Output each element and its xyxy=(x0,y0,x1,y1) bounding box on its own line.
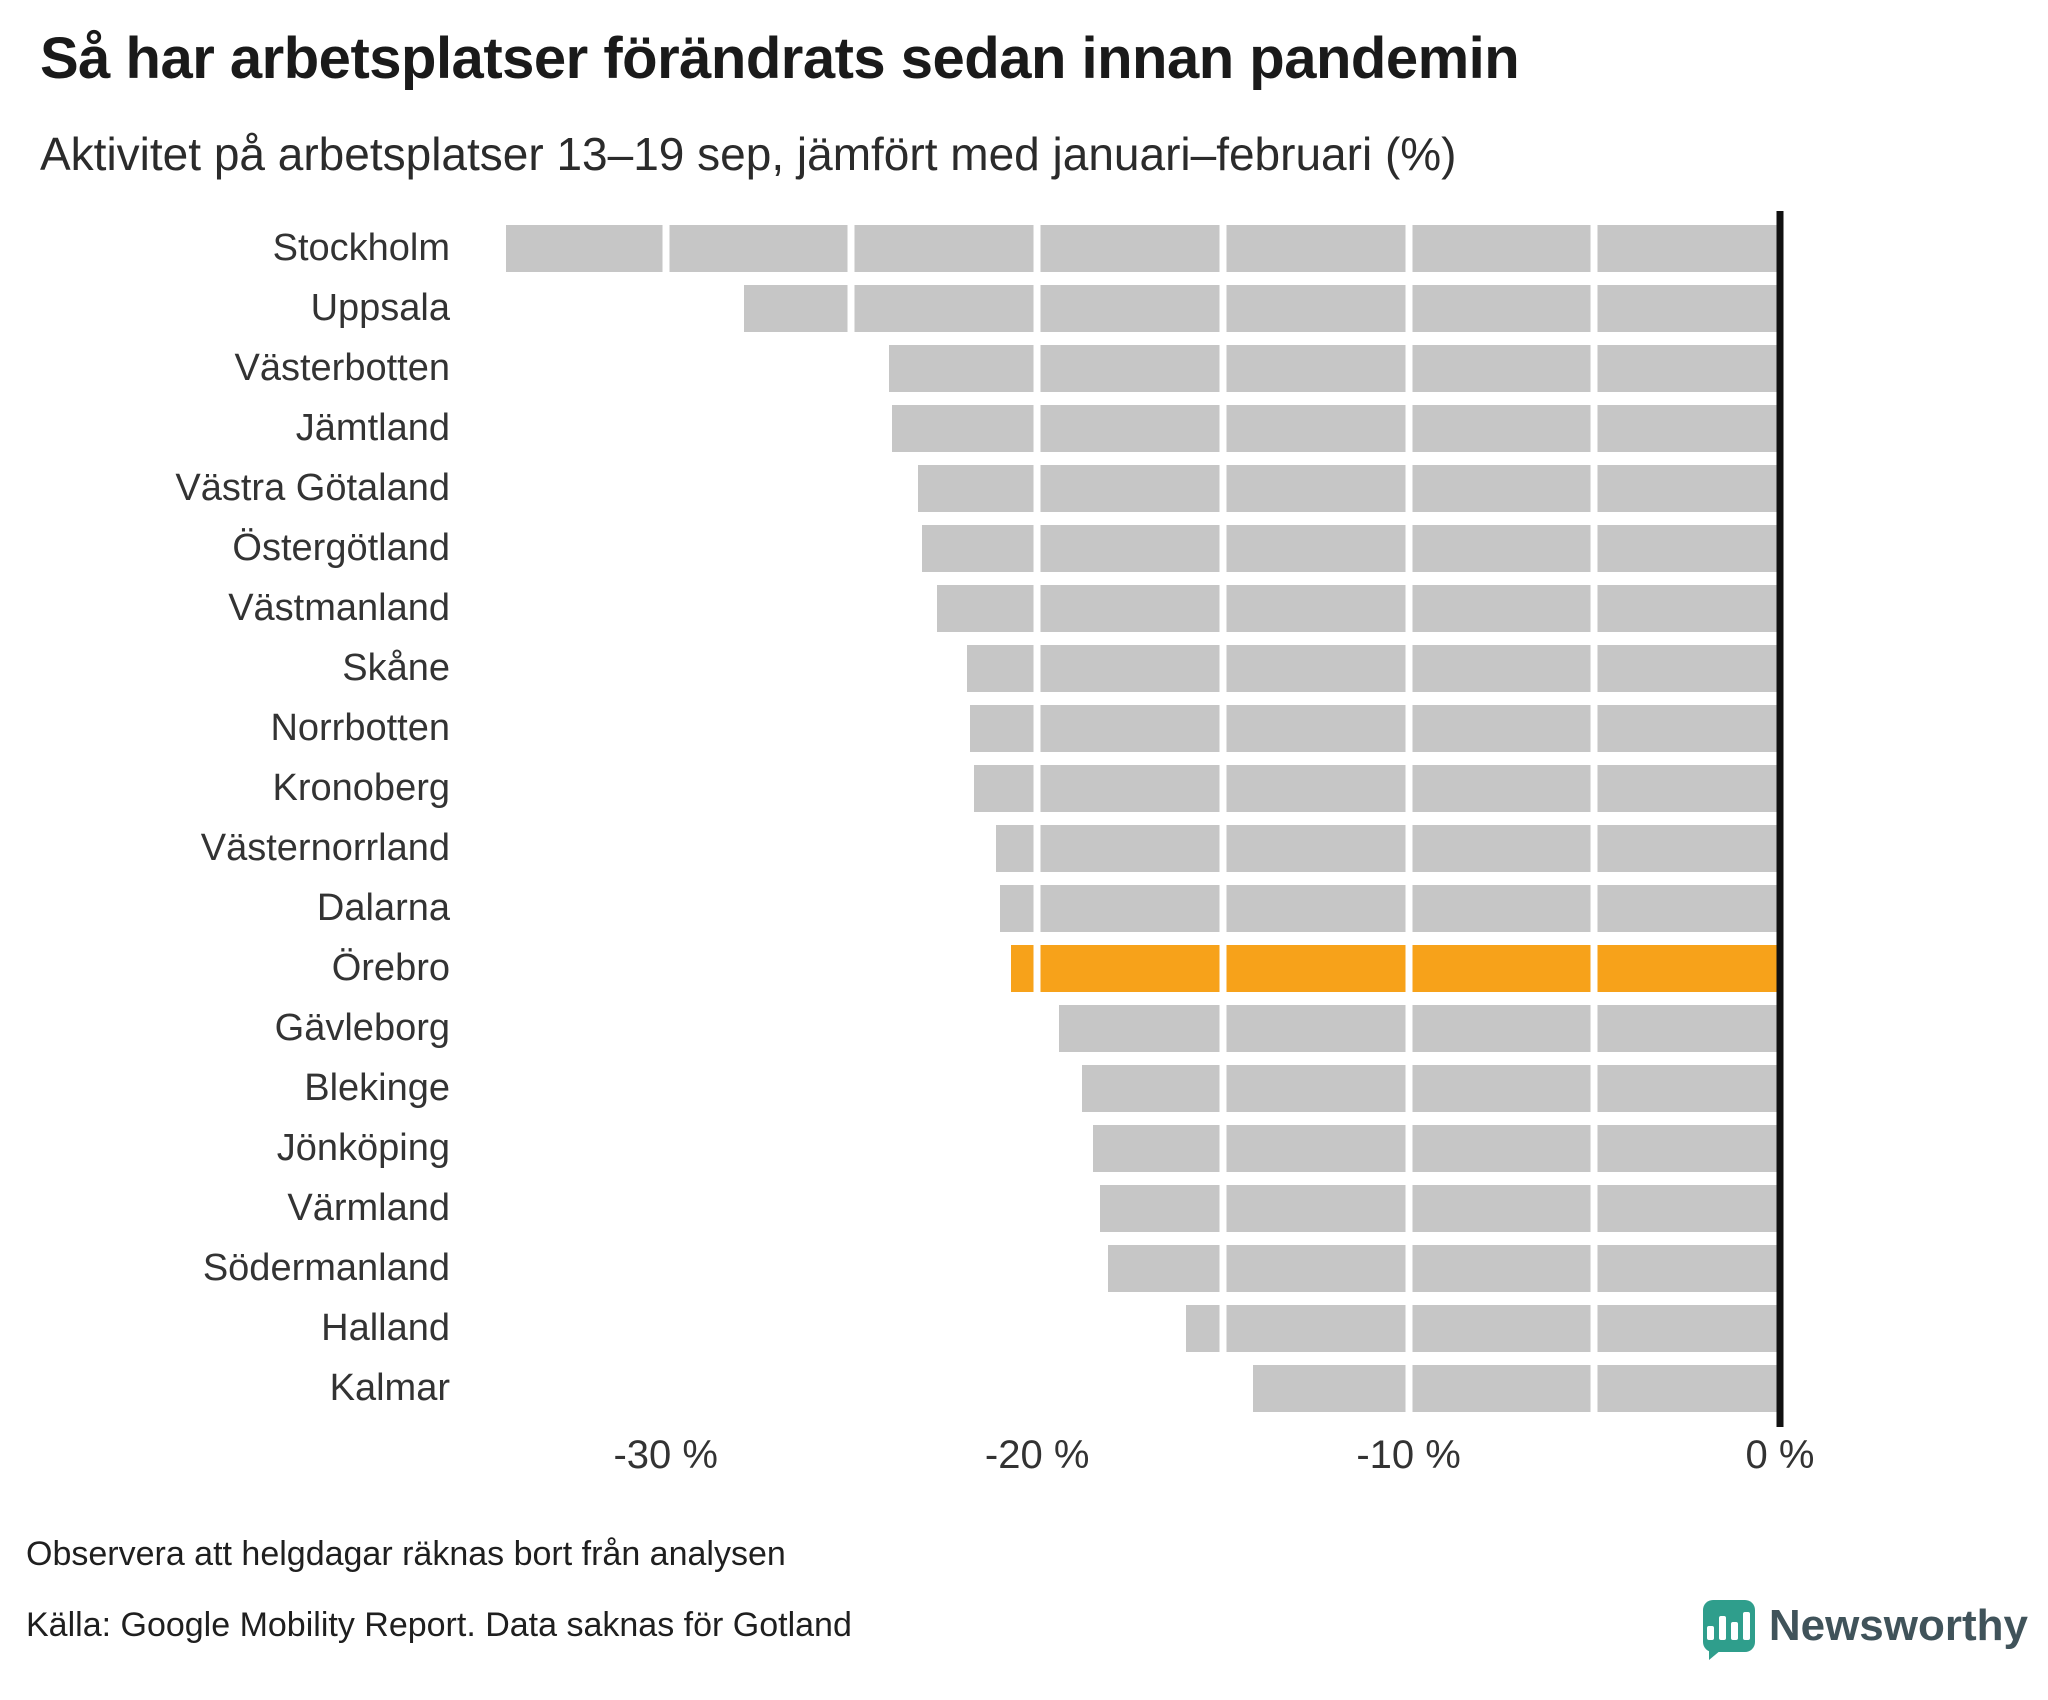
chart-row: Skåne xyxy=(40,639,2048,699)
bar xyxy=(892,405,1780,453)
category-label: Örebro xyxy=(331,947,450,990)
bar-track xyxy=(480,939,1780,999)
source-row: Källa: Google Mobility Report. Data sakn… xyxy=(26,1599,2048,1660)
category-label: Halland xyxy=(321,1307,450,1350)
bar xyxy=(1081,1065,1780,1113)
category-label: Stockholm xyxy=(272,227,450,270)
chart-source: Källa: Google Mobility Report. Data sakn… xyxy=(26,1606,852,1645)
bar xyxy=(1100,1185,1780,1233)
bar xyxy=(918,465,1780,513)
bar-chart: Stockholm Uppsala Västerbotten Jämtland Väst… xyxy=(40,210,2048,1489)
bar-track xyxy=(480,819,1780,879)
chart-row: Norrbotten xyxy=(40,699,2048,759)
chart-row: Södermanland xyxy=(40,1239,2048,1299)
bar-track xyxy=(480,1359,1780,1419)
chart-row: Kronoberg xyxy=(40,759,2048,819)
plot-area: Stockholm Uppsala Västerbotten Jämtland Väst… xyxy=(40,210,2048,1427)
category-label: Västmanland xyxy=(228,587,450,630)
chart-row: Västerbotten xyxy=(40,339,2048,399)
bar-track xyxy=(480,879,1780,939)
bar-track xyxy=(480,999,1780,1059)
category-label: Uppsala xyxy=(310,287,450,330)
category-label: Jämtland xyxy=(295,407,450,450)
chart-row: Kalmar xyxy=(40,1359,2048,1419)
bar-track xyxy=(480,1179,1780,1239)
axis-tick-label: -30 % xyxy=(613,1432,718,1477)
category-label: Gävleborg xyxy=(274,1007,450,1050)
chart-row: Västmanland xyxy=(40,579,2048,639)
bar xyxy=(922,525,1780,573)
chart-row: Jönköping xyxy=(40,1119,2048,1179)
newsworthy-bars-icon xyxy=(1702,1599,1755,1660)
bar-track xyxy=(480,1239,1780,1299)
chart-row: Stockholm xyxy=(40,219,2048,279)
axis-tick-label: 0 % xyxy=(1745,1432,1815,1477)
bar xyxy=(1252,1365,1780,1413)
chart-row: Dalarna xyxy=(40,879,2048,939)
chart-title: Så har arbetsplatser förändrats sedan in… xyxy=(40,26,1520,91)
bar xyxy=(996,825,1780,873)
newsworthy-logo: Newsworthy xyxy=(1702,1599,2028,1660)
bar xyxy=(970,705,1780,753)
bar xyxy=(966,645,1780,693)
bar xyxy=(974,765,1780,813)
category-label: Värmland xyxy=(287,1187,450,1230)
bar-track xyxy=(480,1119,1780,1179)
bar xyxy=(1092,1125,1780,1173)
chart-row: Östergötland xyxy=(40,519,2048,579)
bar-highlighted xyxy=(1011,945,1780,993)
chart-row: Västernorrland xyxy=(40,819,2048,879)
category-label: Dalarna xyxy=(316,887,450,930)
bar xyxy=(936,585,1780,633)
category-label: Östergötland xyxy=(232,527,450,570)
chart-row: Blekinge xyxy=(40,1059,2048,1119)
bar-track xyxy=(480,639,1780,699)
bar xyxy=(506,225,1780,273)
category-label: Västernorrland xyxy=(200,827,450,870)
chart-row: Gävleborg xyxy=(40,999,2048,1059)
bar-track xyxy=(480,699,1780,759)
category-label: Västra Götaland xyxy=(175,467,450,510)
bar xyxy=(743,285,1780,333)
chart-row: Värmland xyxy=(40,1179,2048,1239)
bar xyxy=(888,345,1780,393)
category-label: Norrbotten xyxy=(270,707,450,750)
bar xyxy=(1107,1245,1780,1293)
brand-name: Newsworthy xyxy=(1768,1600,2028,1650)
category-label: Skåne xyxy=(342,647,450,690)
bar xyxy=(1000,885,1780,933)
bar-track xyxy=(480,759,1780,819)
chart-row: Örebro xyxy=(40,939,2048,999)
category-label: Södermanland xyxy=(202,1247,450,1290)
axis-tick-label: -20 % xyxy=(984,1432,1090,1477)
category-label: Västerbotten xyxy=(234,347,450,390)
chart-row: Uppsala xyxy=(40,279,2048,339)
bar-track xyxy=(480,519,1780,579)
category-label: Kronoberg xyxy=(272,767,450,810)
axis-tick-label: -10 % xyxy=(1356,1432,1461,1477)
bar-track xyxy=(480,459,1780,519)
category-label: Kalmar xyxy=(329,1367,450,1410)
category-label: Jönköping xyxy=(276,1127,450,1170)
bar-track xyxy=(480,399,1780,459)
bar-track xyxy=(480,1299,1780,1359)
bar xyxy=(1059,1005,1780,1053)
bar-track xyxy=(480,279,1780,339)
x-axis: -30 % -20 % -10 % 0 % xyxy=(480,1419,1814,1489)
chart-row: Halland xyxy=(40,1299,2048,1359)
chart-row: Jämtland xyxy=(40,399,2048,459)
bar-track xyxy=(480,1059,1780,1119)
bar-track xyxy=(480,339,1780,399)
bar-rows: Stockholm Uppsala Västerbotten Jämtland Väst… xyxy=(40,219,2048,1419)
chart-subtitle: Aktivitet på arbetsplatser 13–19 sep, jä… xyxy=(40,127,1457,180)
bar-track xyxy=(480,219,1780,279)
chart-row: Västra Götaland xyxy=(40,459,2048,519)
bar-track xyxy=(480,579,1780,639)
chart-note: Observera att helgdagar räknas bort från… xyxy=(26,1534,786,1573)
bar xyxy=(1185,1305,1780,1353)
category-label: Blekinge xyxy=(304,1067,450,1110)
